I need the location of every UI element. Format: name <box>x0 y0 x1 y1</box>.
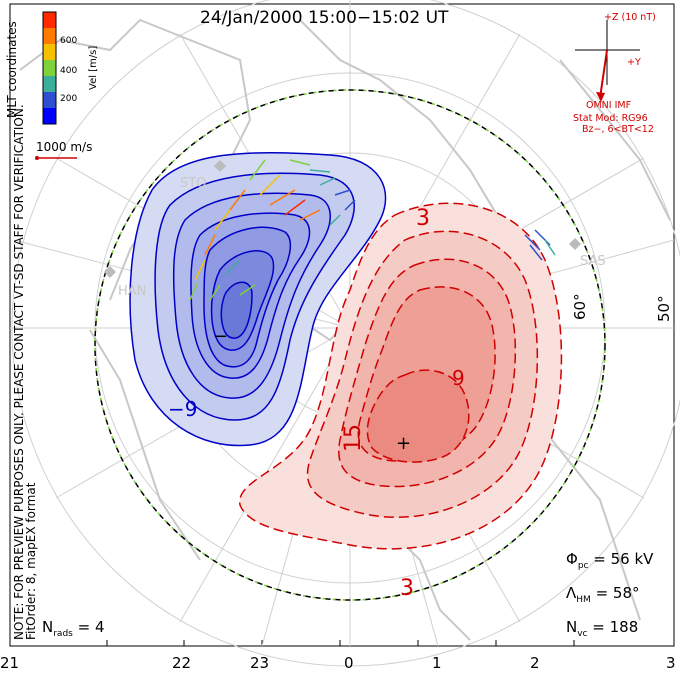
vector-scale-bar <box>35 156 77 160</box>
colorbar-tick-600: 600 <box>60 36 78 46</box>
imf-by-label: +Y <box>627 57 641 68</box>
lambda-hm-stat: ΛHM = 58° <box>566 584 640 605</box>
max-potential-marker: + <box>396 433 411 454</box>
negative-potential-cell <box>129 151 387 447</box>
lambda-hm-value: = 58° <box>595 584 640 602</box>
phi-pc-value: = 56 kV <box>593 550 654 568</box>
min-potential-marker: − <box>213 326 228 347</box>
colorbar-tick-400: 400 <box>60 66 78 76</box>
n-rads-stat: Nrads = 4 <box>42 618 105 639</box>
mlt-coordinates-label: MLT coordinates <box>5 21 19 118</box>
imf-vector <box>599 49 608 99</box>
phi-pc-sub: pc <box>577 561 589 571</box>
velocity-colorbar <box>42 11 57 125</box>
n-rads-value: = 4 <box>77 618 105 636</box>
n-rads-sub: rads <box>53 629 73 639</box>
station-markers <box>104 160 581 278</box>
stat-model-label: Stat Mod: RG96 <box>573 113 648 124</box>
velocity-vectors <box>189 159 556 301</box>
imf-source-label: OMNI IMF <box>586 100 632 111</box>
mlt-label-22: 22 <box>172 654 192 672</box>
n-vc-stat: Nvc = 188 <box>566 618 638 639</box>
station-sas: SAS <box>580 254 606 269</box>
imf-arrowhead <box>596 92 605 102</box>
phi-pc-symbol: Φ <box>566 550 578 568</box>
lambda-hm-sub: HM <box>576 595 591 605</box>
hm-boundary <box>94 89 606 601</box>
fit-order-note: FitOrder: 8, mapEX format <box>24 482 38 640</box>
n-vc-sub: vc <box>577 629 588 639</box>
mlt-label-23: 23 <box>250 654 270 672</box>
mlt-label-1: 1 <box>432 654 442 672</box>
imf-bz-label: +Z (10 nT) <box>604 12 656 23</box>
imf-condition-label: Bz−, 6<BT<12 <box>582 124 654 135</box>
map-title: 24/Jan/2000 15:00−15:02 UT <box>200 8 449 28</box>
pos-contour-label-a: 3 <box>416 206 430 231</box>
n-rads-symbol: N <box>42 618 54 636</box>
pos-contour-label-b: 3 <box>400 576 414 601</box>
phi-pc-stat: Φpc = 56 kV <box>566 550 653 571</box>
mlt-label-21: 21 <box>0 654 20 672</box>
mlt-label-3: 3 <box>666 654 676 672</box>
n-vc-value: = 188 <box>592 618 639 636</box>
pos-contour-label-c: 15 <box>341 424 366 452</box>
mlt-label-0: 0 <box>344 654 354 672</box>
plot-frame <box>9 3 675 647</box>
neg-contour-label: −9 <box>168 397 197 421</box>
colat-label-50: 50° <box>655 295 673 322</box>
colorbar-tick-200: 200 <box>60 94 78 104</box>
pos-contour-label-d: 9 <box>452 366 465 390</box>
station-sto: STO <box>180 176 207 191</box>
mlt-ticks <box>106 640 575 646</box>
lambda-hm-symbol: Λ <box>566 584 577 602</box>
vector-scale-label: 1000 m/s <box>36 140 93 154</box>
n-vc-symbol: N <box>566 618 578 636</box>
colat-label-60: 60° <box>571 293 589 320</box>
positive-potential-cell <box>239 202 563 550</box>
station-han: HAN <box>118 284 147 299</box>
colorbar-unit-label: Vel [m/s] <box>88 45 99 90</box>
mlt-label-2: 2 <box>530 654 540 672</box>
